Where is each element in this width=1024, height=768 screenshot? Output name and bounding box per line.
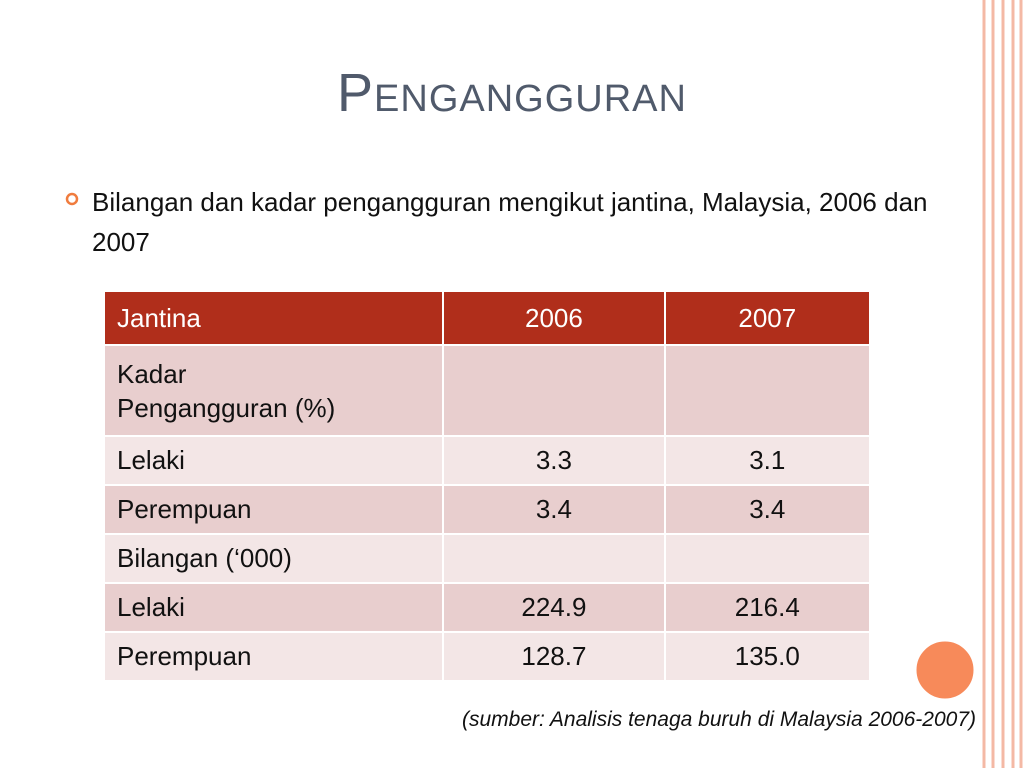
- header-row: Jantina 2006 2007: [102, 290, 872, 346]
- table-row: Kadar Pengangguran (%): [102, 344, 872, 437]
- table-row: Perempuan 3.4 3.4: [102, 484, 872, 535]
- row-label: Kadar Pengangguran (%): [102, 344, 445, 437]
- source-note: (sumber: Analisis tenaga buruh di Malays…: [461, 708, 976, 731]
- bullet-text: Bilangan dan kadar pengangguran mengikut…: [92, 187, 928, 257]
- value-cell: [663, 344, 872, 437]
- data-table: Jantina 2006 2007 Kadar Pengangguran (%) Le…: [102, 290, 872, 682]
- row-label: Perempuan: [102, 484, 445, 535]
- row-label: Bilangan (‘000): [102, 533, 445, 584]
- header-cell: 2007: [663, 290, 872, 346]
- value-cell: 135.0: [663, 631, 872, 682]
- border-stripes: [982, 0, 1023, 768]
- value-cell: [442, 344, 666, 437]
- value-cell: 3.4: [663, 484, 872, 535]
- table-row: Lelaki 224.9 216.4: [102, 582, 872, 633]
- value-cell: 3.4: [442, 484, 666, 535]
- value-cell: [663, 533, 872, 584]
- title: Pengangguran: [337, 63, 687, 123]
- header-cell: Jantina: [102, 290, 445, 346]
- header-cell: 2006: [442, 290, 666, 346]
- value-cell: 128.7: [442, 631, 666, 682]
- orange-circle: [913, 638, 977, 702]
- value-cell: 216.4: [663, 582, 872, 633]
- value-cell: [442, 533, 666, 584]
- row-label: Lelaki: [102, 435, 445, 486]
- table-row: Perempuan 128.7 135.0: [102, 631, 872, 682]
- row-label: Perempuan: [102, 631, 445, 682]
- value-cell: 224.9: [442, 582, 666, 633]
- row-label: Lelaki: [102, 582, 445, 633]
- bullet-marker: [65, 192, 79, 206]
- value-cell: 3.3: [442, 435, 666, 486]
- table-row: Bilangan (‘000): [102, 533, 872, 584]
- table-row: Lelaki 3.3 3.1: [102, 435, 872, 486]
- value-cell: 3.1: [663, 435, 872, 486]
